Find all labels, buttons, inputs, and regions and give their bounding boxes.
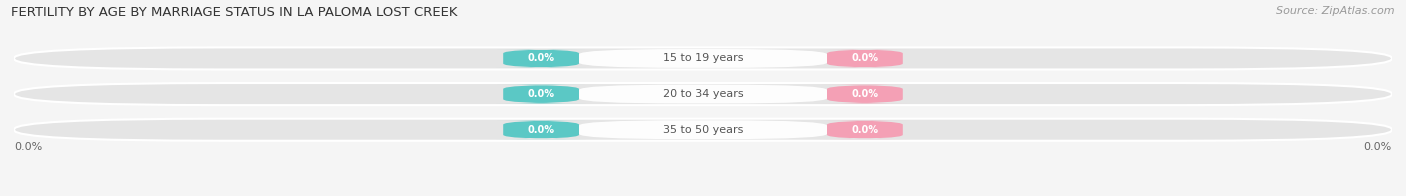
FancyBboxPatch shape (14, 83, 1392, 105)
FancyBboxPatch shape (496, 49, 586, 68)
FancyBboxPatch shape (820, 49, 910, 68)
FancyBboxPatch shape (14, 47, 1392, 70)
Text: 15 to 19 years: 15 to 19 years (662, 54, 744, 64)
Text: 0.0%: 0.0% (852, 89, 879, 99)
Text: 0.0%: 0.0% (527, 89, 554, 99)
FancyBboxPatch shape (579, 49, 827, 68)
Text: 35 to 50 years: 35 to 50 years (662, 125, 744, 135)
Text: FERTILITY BY AGE BY MARRIAGE STATUS IN LA PALOMA LOST CREEK: FERTILITY BY AGE BY MARRIAGE STATUS IN L… (11, 6, 458, 19)
Text: Source: ZipAtlas.com: Source: ZipAtlas.com (1277, 6, 1395, 16)
Text: 0.0%: 0.0% (852, 54, 879, 64)
Text: 0.0%: 0.0% (527, 54, 554, 64)
Text: 0.0%: 0.0% (14, 142, 42, 152)
FancyBboxPatch shape (820, 85, 910, 103)
Text: 20 to 34 years: 20 to 34 years (662, 89, 744, 99)
Text: 0.0%: 0.0% (1364, 142, 1392, 152)
FancyBboxPatch shape (579, 120, 827, 139)
Text: 0.0%: 0.0% (852, 125, 879, 135)
FancyBboxPatch shape (14, 119, 1392, 141)
FancyBboxPatch shape (496, 85, 586, 103)
FancyBboxPatch shape (579, 85, 827, 103)
FancyBboxPatch shape (820, 120, 910, 139)
Text: 0.0%: 0.0% (527, 125, 554, 135)
FancyBboxPatch shape (496, 120, 586, 139)
